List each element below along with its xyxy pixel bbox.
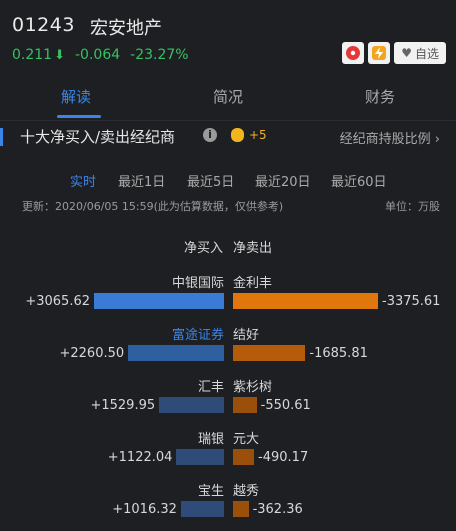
active-tab-indicator [57,115,101,118]
price-change: -0.064 [75,47,121,63]
buy-broker-name[interactable]: 宝生 [197,484,224,499]
buy-broker-name[interactable]: 富途证券 [171,328,224,343]
sell-bar [233,449,255,465]
quote-row: 0.211 ⬇ -0.064 -23.27% [12,47,189,63]
sell-bar [233,397,257,413]
broker-row: 宝生 越秀 +1016.32 -362.36 [0,480,456,526]
price-change-pct: -23.27% [130,47,189,63]
down-arrow-icon: ⬇ [54,47,65,63]
column-net-buy: 净买入 [184,241,224,256]
coin-icon [231,128,244,142]
hk-flag-icon[interactable] [342,42,365,64]
price: 0.211 [12,47,53,63]
broker-ratio-link[interactable]: 经纪商持股比例 › [339,132,440,147]
buy-bar [94,293,224,309]
buy-value-label: +2260.50 [59,346,125,361]
period-tab-20d[interactable]: 最近20日 [255,175,311,190]
broker-row: 瑞银 元大 +1122.04 -490.17 [0,428,456,474]
sell-broker-name[interactable]: 越秀 [233,484,260,499]
main-tabs: 解读 简况 财务 [0,76,456,121]
stock-code: 01243 [12,14,75,36]
buy-value-label: +1122.04 [107,450,173,465]
tab-analysis[interactable]: 解读 [61,88,92,106]
buy-bar [128,345,224,361]
period-tab-1d[interactable]: 最近1日 [118,175,166,190]
sell-bar [233,501,249,517]
heart-icon: ♥ [401,46,412,60]
buy-bar [180,501,224,517]
buy-value-label: +1529.95 [90,398,156,413]
sell-value-label: -1685.81 [309,346,368,361]
update-time: 更新：2020/06/05 15:59(此为估算数据，仅供参考) [22,200,284,213]
period-tabs: 实时 最近1日 最近5日 最近20日 最近60日 [0,171,456,191]
section-accent-bar [0,128,3,146]
buy-broker-name[interactable]: 瑞银 [197,432,224,447]
sell-value-label: -362.36 [252,502,303,517]
header-icons: ♥ 自选 [342,42,446,64]
buy-value-label: +3065.62 [25,294,90,309]
sell-bar [233,345,306,361]
buy-bar [159,397,224,413]
unit-label: 单位：万股 [385,200,440,213]
section-title: 十大净买入/卖出经纪商 [20,128,176,146]
column-net-sell: 净卖出 [233,241,273,256]
add-favorite-button[interactable]: ♥ 自选 [394,42,446,64]
sell-broker-name[interactable]: 元大 [233,432,260,447]
sell-bar [233,293,378,309]
info-icon[interactable]: i [203,128,217,142]
stock-header: 01243 宏安地产 0.211 ⬇ -0.064 -23.27% ♥ 自选 [0,0,456,76]
sell-value-label: -550.61 [260,398,311,413]
period-tab-realtime[interactable]: 实时 [70,175,97,190]
broker-row: 汇丰 紫杉树 +1529.95 -550.61 [0,376,456,422]
sell-broker-name[interactable]: 结好 [233,328,260,343]
sell-broker-name[interactable]: 紫杉树 [233,380,273,395]
buy-broker-name[interactable]: 汇丰 [197,380,224,395]
coin-count: +5 [249,128,267,142]
tab-overview[interactable]: 简况 [213,88,244,106]
favorite-label: 自选 [414,46,439,61]
sell-value-label: -490.17 [258,450,309,465]
tab-finance[interactable]: 财务 [365,88,396,106]
lightning-icon[interactable] [368,42,391,64]
buy-broker-name[interactable]: 中银国际 [171,276,224,291]
sell-broker-name[interactable]: 金利丰 [233,276,273,291]
period-tab-5d[interactable]: 最近5日 [187,175,235,190]
stock-name: 宏安地产 [90,18,162,39]
broker-row: 中银国际 金利丰 +3065.62 -3375.61 [0,272,456,318]
broker-row: 富途证券 结好 +2260.50 -1685.81 [0,324,456,370]
buy-bar [176,449,224,465]
buy-value-label: +1016.32 [112,502,177,517]
sell-value-label: -3375.61 [382,294,441,309]
section-header: 十大净买入/卖出经纪商 i +5 经纪商持股比例 › [0,126,456,150]
period-tab-60d[interactable]: 最近60日 [331,175,387,190]
